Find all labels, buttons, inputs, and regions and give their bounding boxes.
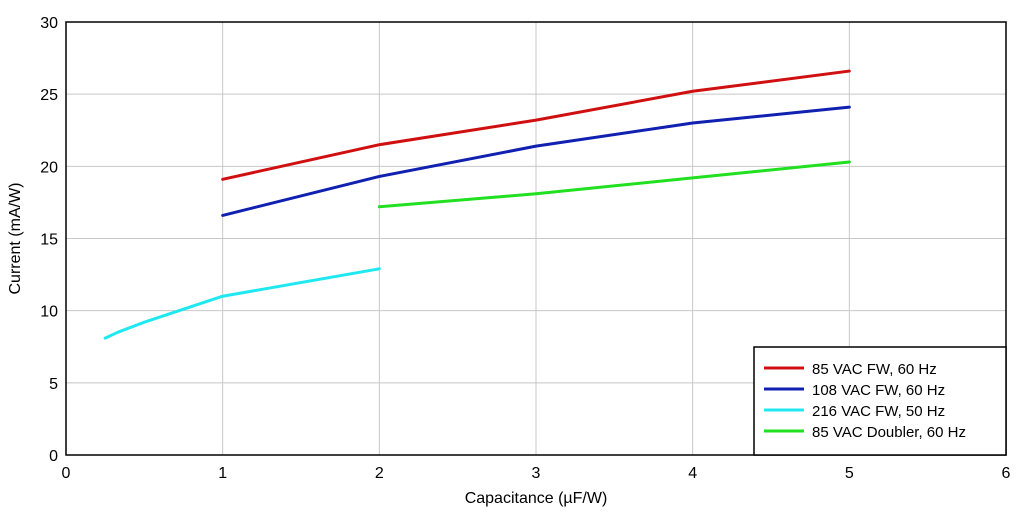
legend-label-3: 216 VAC FW, 50 Hz — [812, 403, 945, 420]
legend-label-1: 85 VAC FW, 60 Hz — [812, 361, 937, 378]
legend-box — [753, 346, 1007, 456]
x-tick-label: 3 — [532, 465, 541, 482]
plot-frame — [65, 21, 1007, 456]
y-tick-label: 25 — [40, 87, 58, 104]
x-axis-ticks: 0 1 2 3 4 5 6 — [62, 465, 1011, 482]
x-tick-label: 5 — [845, 465, 854, 482]
y-tick-label: 5 — [49, 376, 58, 393]
grid-lines — [66, 22, 1006, 455]
x-tick-label: 2 — [375, 465, 384, 482]
y-axis-label: Current (mA/W) — [7, 183, 24, 295]
legend-label-4: 85 VAC Doubler, 60 Hz — [812, 424, 966, 441]
y-tick-label: 15 — [40, 232, 58, 249]
y-tick-label: 0 — [49, 448, 58, 465]
series-lines — [103, 69, 851, 340]
y-tick-label: 20 — [40, 159, 58, 176]
x-tick-label: 6 — [1002, 465, 1011, 482]
x-tick-label: 0 — [62, 465, 71, 482]
x-tick-label: 4 — [688, 465, 697, 482]
y-tick-label: 10 — [40, 304, 58, 321]
y-axis-ticks: 0 5 10 15 20 25 30 — [40, 15, 58, 465]
legend: 85 VAC FW, 60 Hz 108 VAC FW, 60 Hz 216 VAC… — [753, 346, 1007, 456]
series-line-2 — [221, 105, 851, 217]
series-line-1 — [221, 69, 851, 181]
x-axis-label: Capacitance (µF/W) — [465, 490, 608, 507]
x-tick-label: 1 — [218, 465, 227, 482]
series-line-4 — [377, 160, 851, 209]
legend-label-2: 108 VAC FW, 60 Hz — [812, 382, 945, 399]
series-line-3 — [103, 267, 381, 340]
y-tick-label: 30 — [40, 15, 58, 32]
